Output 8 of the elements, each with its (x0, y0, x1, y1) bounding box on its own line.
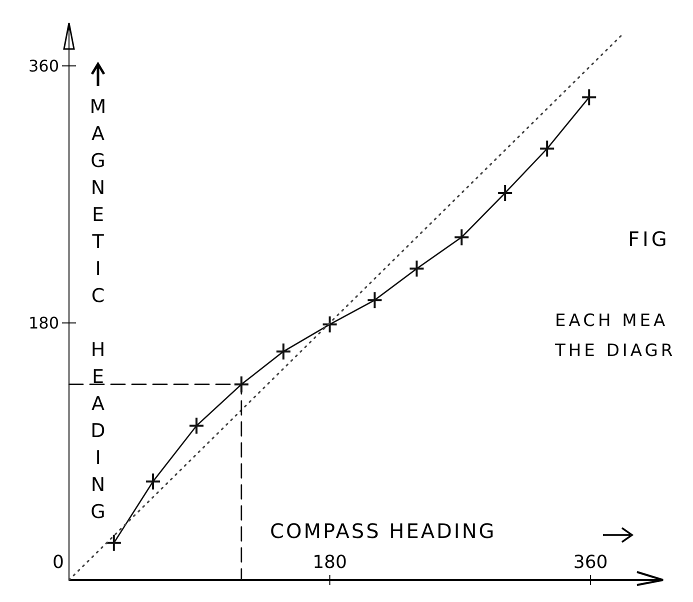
annotation: FIG (628, 227, 670, 251)
y-axis-title: MAGNETIC HEADING (87, 96, 109, 528)
x-axis-title: COMPASS HEADING (270, 519, 496, 543)
x-tick-label: 180 (312, 552, 347, 573)
x-tick-label: 360 (573, 552, 608, 573)
x-tick-label: 0 (52, 552, 64, 573)
annotation: EACH MEA (555, 311, 668, 331)
annotation: THE DIAGR (554, 341, 676, 361)
